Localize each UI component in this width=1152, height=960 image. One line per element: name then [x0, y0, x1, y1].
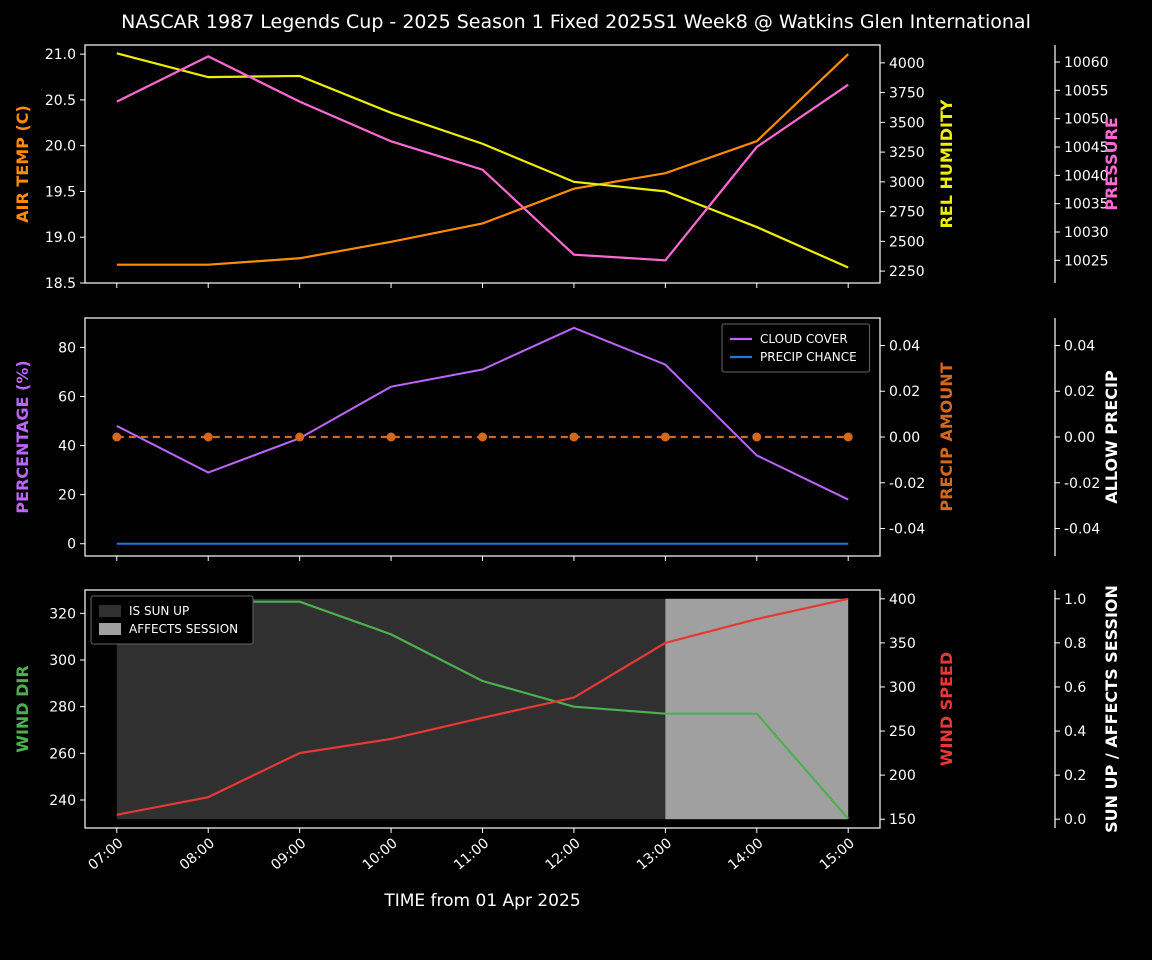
chart2-marker: [112, 433, 121, 442]
chart3-yaxis-r2-tick: 0.2: [1064, 768, 1086, 784]
chart1-yaxis-r1-tick: 3750: [889, 86, 925, 102]
chart1-yaxis-left-tick: 19.0: [45, 230, 76, 246]
chart3-yaxis-r2-tick: 1.0: [1064, 592, 1086, 608]
chart2-yaxis-r2-tick: 0.00: [1064, 430, 1095, 446]
chart3-yaxis-r2-tick: 0.4: [1064, 724, 1086, 740]
chart3-legend-swatch: [99, 623, 121, 635]
chart2-marker: [661, 433, 670, 442]
chart1-ylabel-r2: PRESSURE: [1102, 117, 1121, 211]
x-axis-title: TIME from 01 Apr 2025: [383, 891, 580, 911]
chart3-yaxis-r1-tick: 150: [889, 812, 916, 828]
chart2-yaxis-r2-tick: -0.04: [1064, 522, 1100, 538]
chart1-yaxis-left-tick: 20.0: [45, 139, 76, 155]
chart3-yaxis-left-tick: 260: [49, 746, 76, 762]
chart2-marker: [295, 433, 304, 442]
chart2-yaxis-r1-tick: 0.04: [889, 338, 920, 354]
chart2-yaxis-r1-tick: 0.00: [889, 430, 920, 446]
chart2-ylabel-left: PERCENTAGE (%): [13, 360, 32, 513]
chart1-yaxis-r2-tick: 10060: [1064, 55, 1109, 71]
chart1-yaxis-r2-tick: 10055: [1064, 83, 1109, 99]
chart2-legend-label: CLOUD COVER: [760, 332, 848, 346]
chart3-yaxis-r1-tick: 400: [889, 592, 916, 608]
chart1-yaxis-r1-tick: 3500: [889, 115, 925, 131]
chart2-yaxis-r1-tick: 0.02: [889, 384, 920, 400]
chart2-yaxis-left-tick: 60: [58, 390, 76, 406]
chart3-ylabel-left: WIND DIR: [13, 665, 32, 752]
chart3-yaxis-r2-tick: 0.0: [1064, 812, 1086, 828]
chart1-yaxis-r1-tick: 3250: [889, 145, 925, 161]
chart3-yaxis-r2-tick: 0.6: [1064, 680, 1086, 696]
chart2-marker: [478, 433, 487, 442]
chart1-yaxis-r1-tick: 3000: [889, 175, 925, 191]
chart2-yaxis-r2-tick: -0.02: [1064, 476, 1100, 492]
chart1-yaxis-r1-tick: 4000: [889, 56, 925, 72]
chart1-ylabel-r1: REL HUMIDITY: [937, 99, 956, 228]
chart1-yaxis-left-tick: 21.0: [45, 47, 76, 63]
chart2-yaxis-r2-tick: 0.02: [1064, 384, 1095, 400]
chart1-ylabel-left: AIR TEMP (C): [13, 105, 32, 223]
chart3-yaxis-left-tick: 320: [49, 606, 76, 622]
chart2-yaxis-left-tick: 0: [67, 537, 76, 553]
chart2-yaxis-r2-tick: 0.04: [1064, 338, 1095, 354]
chart2-marker: [844, 433, 853, 442]
chart2-yaxis-r1-tick: -0.04: [889, 522, 925, 538]
chart1-yaxis-left-tick: 19.5: [45, 184, 76, 200]
chart2-marker: [387, 433, 396, 442]
chart3-legend-label: IS SUN UP: [129, 604, 189, 618]
chart2-ylabel-r2: ALLOW PRECIP: [1102, 370, 1121, 504]
chart3-legend-label: AFFECTS SESSION: [129, 622, 238, 636]
chart3-yaxis-r1-tick: 350: [889, 636, 916, 652]
chart-title: NASCAR 1987 Legends Cup - 2025 Season 1 …: [121, 11, 1031, 33]
chart3-yaxis-r1-tick: 250: [889, 724, 916, 740]
chart3-ylabel-r1: WIND SPEED: [937, 652, 956, 766]
chart2-yaxis-left-tick: 20: [58, 488, 76, 504]
chart2-legend-label: PRECIP CHANCE: [760, 350, 857, 364]
chart1-yaxis-left-tick: 20.5: [45, 93, 76, 109]
chart3-yaxis-left-tick: 280: [49, 700, 76, 716]
chart3-yaxis-left-tick: 240: [49, 793, 76, 809]
chart1-yaxis-left-tick: 18.5: [45, 276, 76, 292]
chart1-yaxis-r2-tick: 10025: [1064, 253, 1109, 269]
chart2-yaxis-left-tick: 40: [58, 439, 76, 455]
chart3-ylabel-r2: SUN UP / AFFECTS SESSION: [1102, 585, 1121, 833]
chart1-yaxis-r1-tick: 2250: [889, 264, 925, 280]
chart2-ylabel-r1: PRECIP AMOUNT: [937, 362, 956, 511]
chart2-marker: [569, 433, 578, 442]
chart3-legend-swatch: [99, 605, 121, 617]
chart3-yaxis-left-tick: 300: [49, 653, 76, 669]
chart3-yaxis-r2-tick: 0.8: [1064, 636, 1086, 652]
chart2-marker: [204, 433, 213, 442]
chart1-yaxis-r2-tick: 10030: [1064, 225, 1109, 241]
chart2-yaxis-r1-tick: -0.02: [889, 476, 925, 492]
chart1-yaxis-r1-tick: 2750: [889, 205, 925, 221]
chart3-yaxis-r1-tick: 200: [889, 768, 916, 784]
chart1-yaxis-r1-tick: 2500: [889, 234, 925, 250]
chart3-yaxis-r1-tick: 300: [889, 680, 916, 696]
chart2-yaxis-left-tick: 80: [58, 340, 76, 356]
chart2-marker: [752, 433, 761, 442]
